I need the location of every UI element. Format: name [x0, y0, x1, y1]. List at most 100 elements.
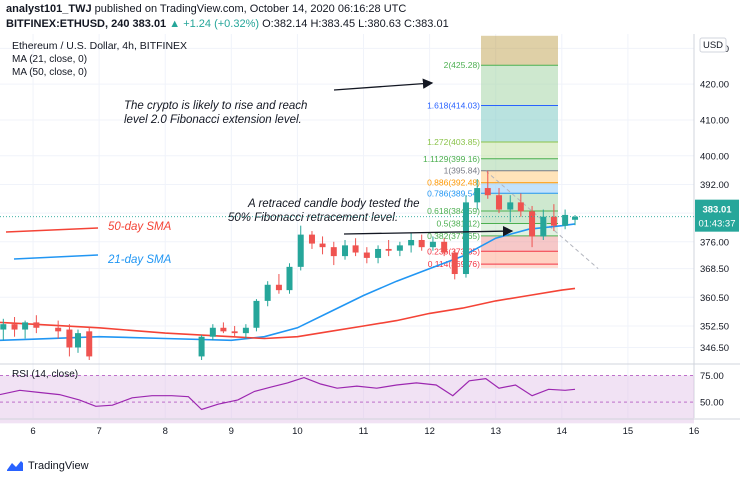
candle-body — [375, 248, 382, 258]
candle-body — [55, 327, 62, 332]
candle-body — [74, 333, 81, 348]
candle-body — [562, 214, 569, 226]
fib-zone — [481, 182, 558, 194]
candle-body — [507, 202, 514, 210]
ohlc-line: BITFINEX:ETHUSD, 240 383.01 ▲ +1.24 (+0.… — [6, 18, 449, 30]
rsi-pane: RSI (14, close) 75.00 50.00 — [0, 363, 740, 424]
candle-body — [11, 324, 18, 330]
sma21-segment — [13, 254, 99, 260]
author-name[interactable]: analyst101_TWJ — [6, 3, 92, 15]
open-price: O:382.14 — [262, 18, 308, 30]
fib-label: 2(425.28) — [444, 60, 481, 70]
sma50-label: 50-day SMA — [108, 221, 172, 233]
price-tick-label: 352.50 — [700, 321, 729, 332]
time-tick-label: 8 — [163, 426, 168, 437]
fib-label: 0.236(373.35) — [427, 246, 480, 256]
published-text: published on TradingView.com, October 14… — [94, 3, 407, 15]
candle-body — [363, 252, 370, 258]
fib-zone — [481, 223, 558, 236]
chart-legend-title: Ethereum / U.S. Dollar, 4h, BITFINEX — [12, 40, 188, 52]
fib-zone — [481, 211, 558, 224]
price-tick-label: 376.00 — [700, 237, 729, 248]
time-tick-label: 12 — [424, 426, 435, 437]
candle-body — [529, 211, 536, 237]
last-price-value: 383.01 — [702, 205, 732, 216]
fib-zone — [481, 235, 558, 252]
fib-label: 1(395.84) — [444, 166, 481, 176]
fib-label: 0.886(392.48) — [427, 178, 480, 188]
time-tick-label: 13 — [490, 426, 501, 437]
time-tick-label: 11 — [359, 426, 369, 437]
up-triangle-icon: ▲ — [169, 18, 181, 30]
tradingview-footer: TradingView — [6, 457, 89, 475]
candle-body — [451, 252, 458, 275]
time-tick-label: 14 — [557, 426, 568, 437]
currency-label: USD — [703, 40, 723, 51]
time-tick-label: 9 — [229, 426, 234, 437]
retrace-annotation-line1: A retraced candle body tested the — [247, 198, 420, 210]
chart-area[interactable]: 2(425.28) 1.618(414.03) 1.272(403.85) 1.112… — [0, 34, 740, 452]
close-price: C:383.01 — [404, 18, 449, 30]
tradingview-logo-icon — [7, 461, 23, 471]
price-change: +1.24 (+0.32%) — [183, 18, 260, 30]
publication-header: analyst101_TWJ published on TradingView.… — [0, 0, 740, 34]
fib-label: 0.786(389.54) — [427, 188, 480, 198]
fib-label: 1.272(403.85) — [427, 137, 480, 147]
price-tick-label: 420.00 — [700, 80, 729, 91]
rsi-tick-label: 75.00 — [700, 371, 724, 382]
fib-trend-line — [485, 170, 599, 270]
publication-line: analyst101_TWJ published on TradingView.… — [6, 3, 406, 15]
candle-body — [220, 327, 227, 332]
price-tick-label: 368.50 — [700, 264, 729, 275]
rise-arrow — [333, 78, 434, 91]
candle-body — [297, 234, 304, 267]
candle-body — [496, 195, 503, 210]
price-chart[interactable]: 2(425.28) 1.618(414.03) 1.272(403.85) 1.112… — [0, 34, 740, 452]
ma21-legend[interactable]: MA (21, close, 0) — [12, 54, 88, 65]
last-price-tag — [695, 199, 739, 232]
fib-label: 1.1129(399.16) — [423, 154, 480, 164]
candle-body — [572, 216, 579, 220]
candle-body — [286, 266, 293, 291]
candle-body — [33, 322, 40, 328]
candle-body — [408, 239, 415, 246]
candle-body — [418, 239, 425, 248]
sma21-label: 21-day SMA — [107, 254, 172, 266]
time-tick-label: 6 — [30, 426, 35, 437]
candle-body — [540, 216, 547, 237]
fib-zone — [481, 105, 558, 143]
rsi-tick-label: 50.00 — [700, 398, 724, 409]
candle-body — [352, 245, 359, 253]
fib-label: 1.618(414.03) — [427, 101, 480, 111]
fib-zone — [481, 158, 558, 171]
candle-body — [0, 324, 7, 330]
candle-body — [429, 241, 436, 248]
candle-body — [385, 248, 392, 251]
candle-body — [550, 216, 557, 226]
candle-body — [275, 284, 282, 291]
price-axis: 346.50352.50360.50368.50376.00384.00392.… — [0, 34, 740, 418]
time-tick-label: 16 — [689, 426, 700, 437]
symbol-label: BITFINEX:ETHUSD, 240 — [6, 18, 130, 30]
rsi-band — [0, 375, 694, 424]
ma50-legend[interactable]: MA (50, close, 0) — [12, 67, 88, 78]
fib-zone — [481, 142, 558, 159]
candle-body — [231, 331, 238, 334]
candle-body — [342, 245, 349, 257]
candle-body — [462, 202, 469, 275]
rise-annotation-line2: level 2.0 Fibonacci extension level. — [124, 114, 302, 126]
ma50-line — [0, 287, 576, 340]
price-tick-label: 410.00 — [700, 115, 729, 126]
price-tick-label: 392.00 — [700, 180, 729, 191]
footer-brand: TradingView — [28, 460, 89, 472]
fib-zone — [481, 65, 558, 106]
time-tick-label: 15 — [623, 426, 634, 437]
rsi-legend: RSI (14, close) — [12, 369, 78, 380]
last-price: 383.01 — [132, 18, 167, 30]
candle-body — [242, 327, 249, 334]
candle-body — [319, 243, 326, 248]
time-axis: 6 7 8 9 10 11 12 13 14 15 16 — [0, 418, 740, 437]
candle-body — [209, 327, 216, 337]
rsi-line — [0, 376, 576, 411]
candle-body — [484, 188, 491, 196]
